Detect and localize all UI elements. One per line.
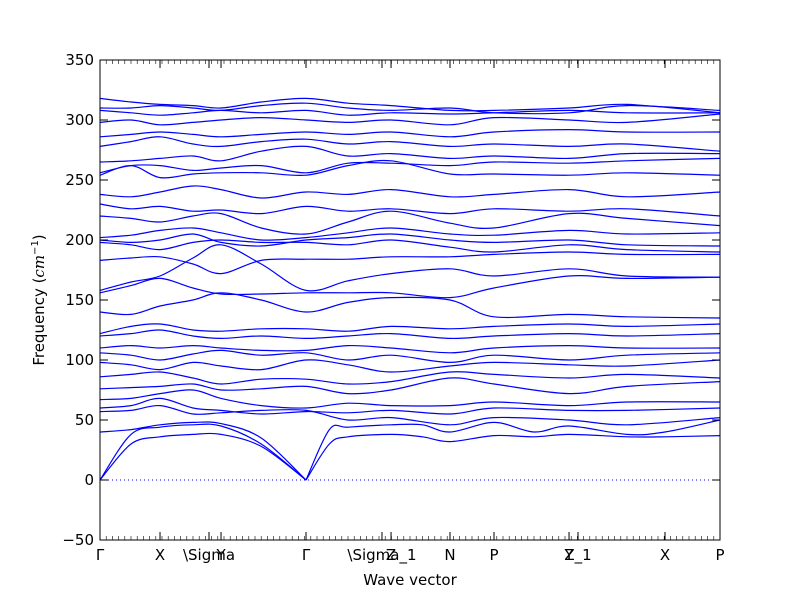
x-tick-label: P [489, 546, 498, 564]
y-tick-label: 150 [65, 291, 94, 309]
phonon-band-32 [99, 102, 721, 115]
y-axis-unit-exponent: −1 [30, 240, 41, 255]
x-tick-label: P [715, 546, 724, 564]
y-tick-label: 50 [75, 411, 94, 429]
x-tick-label: \Sigma [183, 546, 235, 564]
y-tick-label: 100 [65, 351, 94, 369]
y-axis-unit: cm [30, 255, 48, 278]
phonon-band-17 [99, 244, 721, 292]
x-tick-label: Z_1 [564, 546, 591, 565]
y-tick-label: 300 [65, 111, 94, 129]
x-tick-label: Z [386, 546, 396, 564]
x-tick-label: Γ [302, 546, 311, 564]
phonon-band-20 [99, 233, 721, 247]
x-tick-label: N [444, 546, 455, 564]
phonon-band-30 [99, 113, 721, 126]
phonon-band-0 [99, 432, 307, 481]
phonon-band-33 [99, 97, 721, 114]
phonon-band-15 [99, 292, 721, 319]
phonon-band-5 [99, 404, 721, 426]
phonon-band-28 [99, 136, 721, 152]
phonon-band-8 [99, 377, 721, 395]
phonon-band-27 [99, 145, 721, 163]
phonon-band-13 [99, 329, 721, 340]
phonon-band-16 [99, 275, 721, 299]
phonon-band-18 [99, 251, 721, 275]
phonon-band-21 [99, 227, 721, 241]
x-axis-label: Wave vector [363, 571, 457, 589]
x-tick-label: Y [563, 546, 574, 564]
plot-frame [99, 59, 721, 541]
phonon-band-31 [99, 109, 721, 116]
x-tick-label: X [660, 546, 670, 564]
phonon-band-1 [99, 423, 307, 481]
y-axis-label-text: Frequency ( [30, 278, 48, 366]
phonon-band-12 [99, 344, 721, 354]
phonon-band-3 [305, 433, 721, 481]
y-tick-label: 250 [65, 171, 94, 189]
plot-area [99, 97, 721, 481]
phonon-band-10 [99, 359, 721, 373]
y-tick-label: 200 [65, 231, 94, 249]
phonon-band-26 [99, 157, 721, 174]
phonon-band-29 [99, 128, 721, 138]
phonon-band-19 [99, 239, 721, 253]
phonon-band-11 [99, 349, 721, 364]
y-tick-label: 350 [65, 51, 94, 69]
phonon-band-4 [305, 419, 721, 481]
y-axis-label-close: ) [30, 234, 48, 240]
x-tick-label: Y [215, 546, 226, 564]
phonon-band-9 [99, 371, 721, 385]
phonon-band-24 [99, 185, 721, 199]
y-tick-label: 0 [84, 471, 94, 489]
phonon-band-22 [99, 210, 721, 235]
phonon-band-23 [99, 203, 721, 217]
phonon-band-14 [99, 323, 721, 335]
y-tick-label: −50 [62, 531, 94, 549]
x-tick-label: X [155, 546, 165, 564]
y-axis-label: Frequency (cm−1) [30, 234, 48, 365]
phonon-band-7 [99, 389, 721, 409]
x-tick-label: Γ [96, 546, 105, 564]
phonon-band-6 [99, 397, 721, 415]
x-tick-label: \Sigma_1 [347, 546, 416, 565]
phonon-band-25 [99, 159, 721, 179]
phonon-band-2 [99, 421, 307, 481]
